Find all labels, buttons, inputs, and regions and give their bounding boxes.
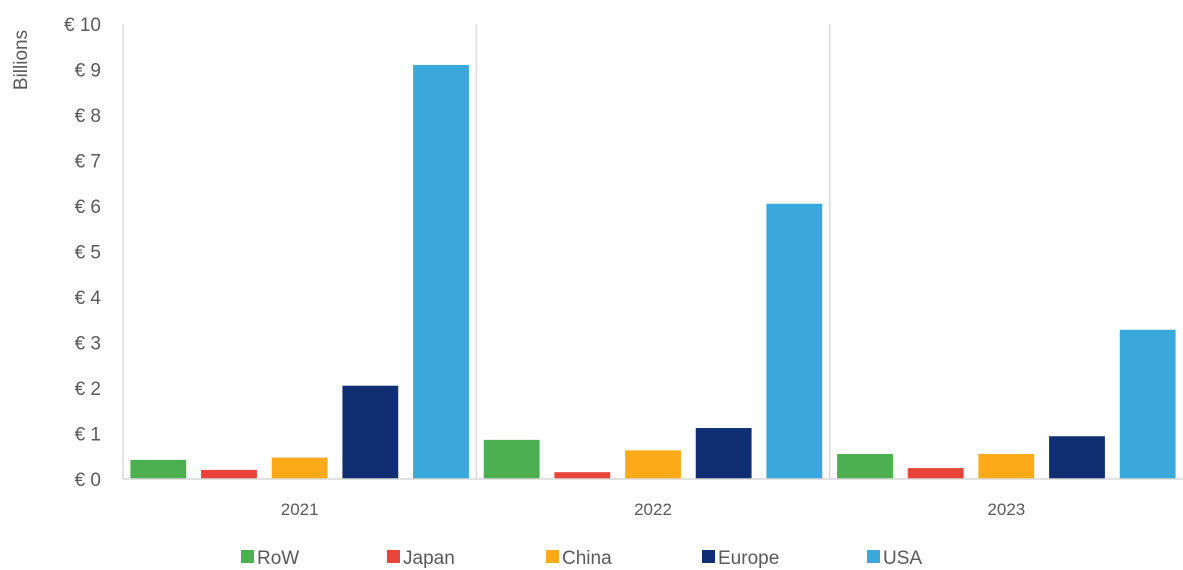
bar-europe-2021 (342, 385, 399, 479)
y-tick-label: € 10 (64, 15, 101, 36)
y-tick-label: € 8 (75, 106, 101, 127)
legend-swatch (702, 550, 715, 563)
y-tick-label: € 5 (75, 243, 101, 264)
legend-item-row: RoW (241, 548, 299, 569)
y-axis-ticks: € 0 € 1 € 2 € 3 € 4 € 5 € 6 € 7 € 8 € 9 € 10 (64, 15, 101, 491)
bar-japan-2022 (554, 472, 611, 479)
x-category-label: 2022 (634, 500, 672, 519)
legend-label: RoW (257, 548, 299, 569)
y-tick-label: € 0 (75, 470, 101, 491)
y-tick-label: € 1 (75, 425, 101, 446)
bars (130, 64, 1176, 479)
legend-swatch (867, 550, 880, 563)
bar-china-2021 (271, 457, 328, 479)
legend-item-china: China (546, 548, 612, 569)
legend-label: Europe (718, 548, 779, 569)
bar-japan-2021 (201, 469, 257, 479)
bar-china-2022 (625, 450, 681, 479)
y-tick-label: € 4 (75, 288, 102, 309)
y-tick-label: € 3 (75, 334, 101, 355)
y-tick-label: € 6 (75, 197, 101, 218)
y-axis-title: Billions (11, 30, 32, 90)
bar-usa-2023 (1119, 329, 1176, 479)
bar-usa-2022 (766, 203, 823, 479)
legend-label: China (562, 548, 612, 569)
y-tick-label: € 7 (75, 152, 101, 173)
category-separators (122, 24, 831, 479)
legend-label: Japan (403, 548, 455, 569)
x-category-label: 2023 (987, 500, 1025, 519)
legend-item-usa: USA (867, 548, 922, 569)
bar-row-2023 (837, 453, 893, 479)
bar-row-2021 (130, 459, 187, 479)
y-tick-label: € 9 (75, 61, 101, 82)
bar-europe-2022 (695, 428, 752, 479)
bar-japan-2023 (907, 468, 964, 479)
legend: RoW Japan China Europe USA (241, 548, 922, 569)
y-tick-label: € 2 (75, 379, 101, 400)
legend-item-japan: Japan (387, 548, 455, 569)
legend-swatch (241, 550, 254, 563)
legend-swatch (546, 550, 559, 563)
x-axis-categories: 2021 2022 2023 (281, 500, 1025, 519)
legend-item-europe: Europe (702, 548, 779, 569)
x-category-label: 2021 (281, 500, 319, 519)
bar-usa-2021 (413, 64, 469, 479)
legend-swatch (387, 550, 400, 563)
bar-europe-2023 (1049, 436, 1105, 479)
legend-label: USA (883, 548, 922, 569)
bar-row-2022 (483, 439, 540, 479)
bar-china-2023 (978, 453, 1035, 479)
